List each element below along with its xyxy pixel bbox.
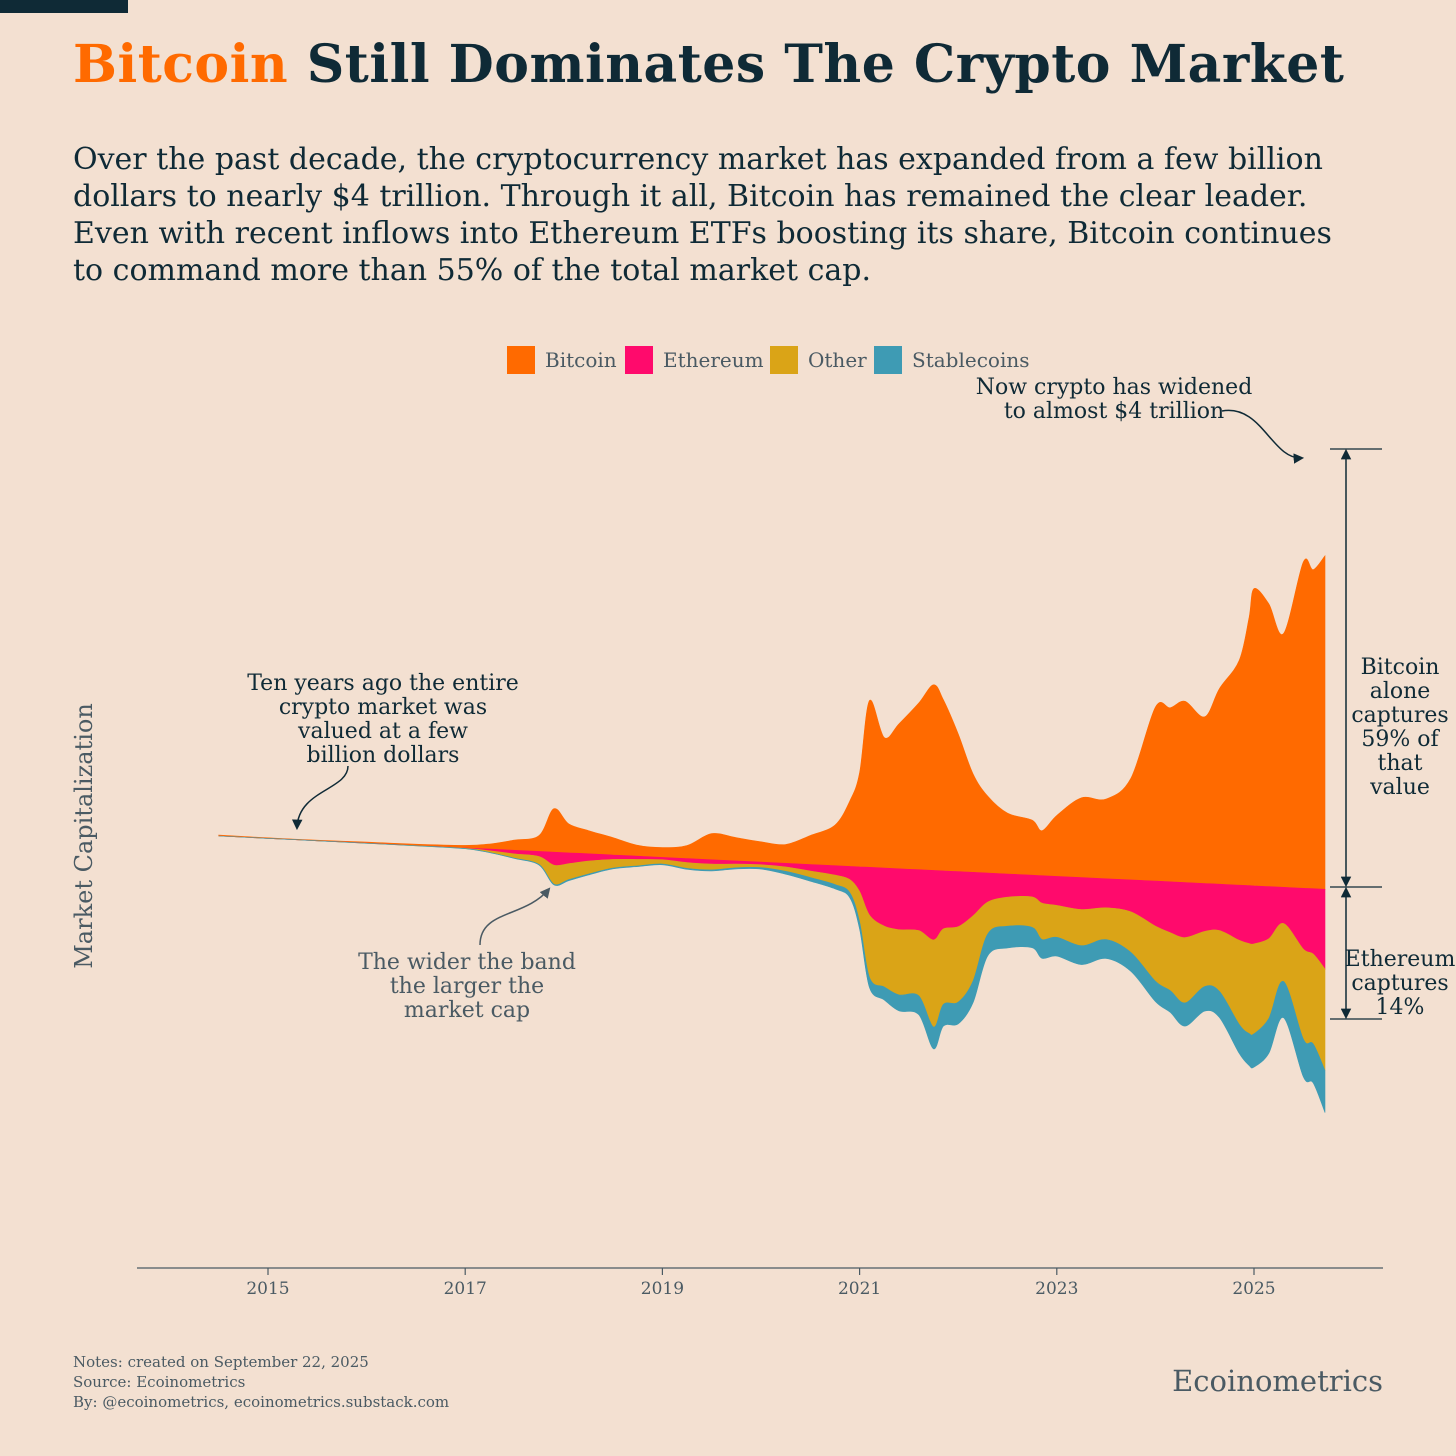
corner-accent-bar [0, 0, 128, 13]
annotation-ethereum-share-line-1: Ethereum [1345, 947, 1456, 972]
legend-label-bitcoin: Bitcoin [545, 348, 617, 372]
legend-swatch-other [770, 346, 798, 374]
annotation-band-line-2: the larger the [390, 974, 544, 999]
annotation-early-line-4: billion dollars [307, 743, 460, 768]
legend-label-other: Other [808, 348, 867, 372]
legend-swatch-ethereum [625, 346, 653, 374]
notes-created: Notes: created on September 22, 2025 [73, 1353, 369, 1371]
annotation-bitcoin-share-line-2: alone [1370, 679, 1431, 704]
annotation-ethereum-share-line-3: 14% [1376, 995, 1425, 1020]
annotation-ethereum-share-line-2: captures [1351, 971, 1448, 996]
page-title: Bitcoin Still Dominates The Crypto Marke… [73, 34, 1344, 95]
annotation-early-line-2: crypto market was [279, 695, 487, 720]
annotation-top-arrow [1221, 409, 1305, 464]
title-accent: Bitcoin [73, 34, 289, 95]
legend-swatch-bitcoin [507, 346, 535, 374]
x-tick-label-2017: 2017 [444, 1279, 487, 1299]
y-axis-label: Market Capitalization [70, 703, 98, 969]
brand-name: Ecoinometrics [1172, 1364, 1383, 1398]
annotation-early-line-3: valued at a few [297, 719, 468, 744]
legend-swatch-stablecoins [874, 346, 902, 374]
annotation-bitcoin-share-line-6: value [1369, 775, 1430, 800]
annotation-bitcoin-share-line-5: that [1378, 751, 1423, 776]
annotation-top-line-1: Now crypto has widened [976, 375, 1253, 400]
x-tick-label-2023: 2023 [1035, 1279, 1078, 1299]
notes-author: By: @ecoinometrics, ecoinometrics.substa… [73, 1393, 450, 1411]
stablecoins-band [218, 835, 1326, 1113]
footer-notes: Notes: created on September 22, 2025 Sou… [73, 1352, 449, 1412]
title-rest: Still Dominates The Crypto Market [288, 34, 1345, 95]
annotation-bitcoin-share-line-1: Bitcoin [1361, 655, 1440, 680]
annotation-bitcoin-share-line-4: 59% of [1361, 727, 1440, 752]
annotation-top-line-2: to almost $4 trillion [1004, 399, 1224, 424]
notes-source: Source: Ecoinometrics [73, 1373, 246, 1391]
subtitle: Over the past decade, the cryptocurrency… [73, 142, 1332, 288]
legend-label-ethereum: Ethereum [663, 348, 764, 372]
x-tick-label-2015: 2015 [246, 1279, 289, 1299]
annotation-bitcoin-share-line-3: captures [1351, 703, 1448, 728]
annotation-early-line-1: Ten years ago the entire [247, 671, 519, 696]
x-tick-label-2025: 2025 [1232, 1279, 1275, 1299]
annotation-band-line-3: market cap [404, 998, 530, 1023]
x-tick-label-2021: 2021 [838, 1279, 881, 1299]
annotation-early-arrow [291, 765, 349, 831]
annotation-band-arrow [479, 887, 551, 946]
legend-label-stablecoins: Stablecoins [912, 348, 1029, 372]
annotation-band-line-1: The wider the band [358, 950, 576, 975]
x-tick-label-2019: 2019 [641, 1279, 684, 1299]
